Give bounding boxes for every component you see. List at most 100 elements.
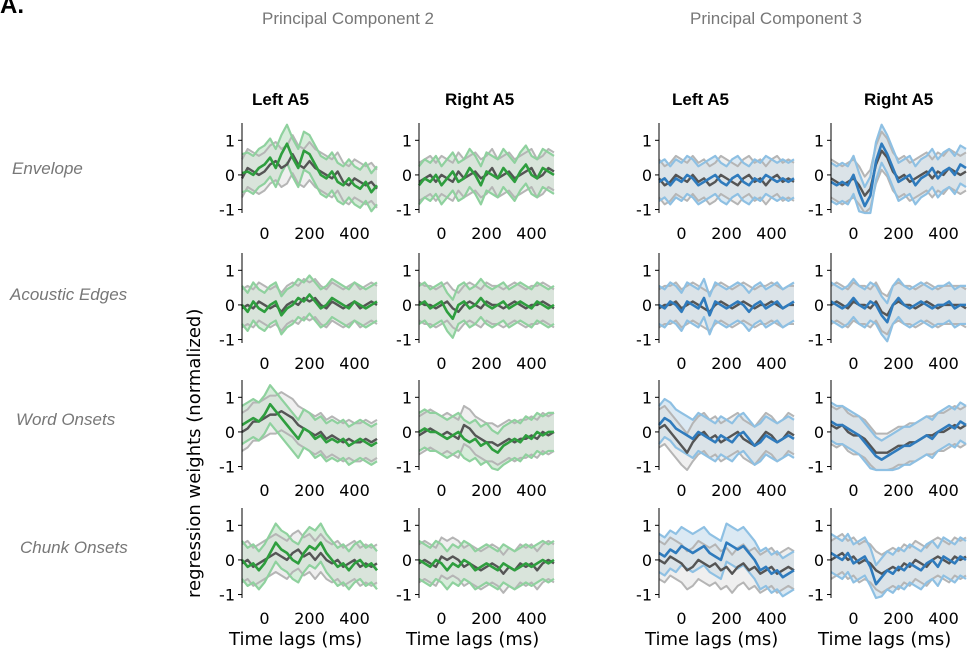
panel-label: A. (0, 0, 24, 19)
y-tick-label-word-onsets-pc2-left-a5: 0 (225, 423, 235, 442)
x-tick-label-acoustic-edges-pc3-left-a5: 200 (711, 354, 742, 373)
confidence-band-chunk-onsets-pc2-right-a5 (419, 540, 554, 590)
gray-lower-line-chunk-onsets-pc2-left-a5 (241, 567, 378, 587)
confidence-band-acoustic-edges-pc2-right-a5 (419, 278, 554, 338)
x-tick-label-acoustic-edges-pc3-right-a5: 400 (928, 354, 959, 373)
y-tick-label-word-onsets-pc3-left-a5: 1 (642, 388, 652, 407)
x-tick-label-envelope-pc2-left-a5: 200 (294, 224, 325, 243)
confidence-band-chunk-onsets-pc3-left-a5 (659, 523, 794, 597)
x-tick-label-acoustic-edges-pc2-right-a5: 400 (516, 354, 547, 373)
confidence-band-word-onsets-pc3-left-a5 (659, 399, 794, 465)
y-tick-label-envelope-pc3-right-a5: -1 (808, 201, 824, 220)
x-tick-label-word-onsets-pc3-right-a5: 400 (928, 481, 959, 500)
gray-upper-line-envelope-pc2-left-a5 (241, 134, 378, 171)
x-tick-label-envelope-pc3-right-a5: 400 (928, 224, 959, 243)
x-tick-label-chunk-onsets-pc2-right-a5: 400 (516, 609, 547, 628)
gray-upper-line-chunk-onsets-pc3-left-a5 (658, 536, 795, 556)
colored-lower-line-chunk-onsets-pc2-right-a5 (418, 577, 555, 591)
x-tick-label-word-onsets-pc3-left-a5: 400 (756, 481, 787, 500)
x-tick-label-acoustic-edges-pc3-left-a5: 400 (756, 354, 787, 373)
y-tick-label-acoustic-edges-pc3-left-a5: 1 (642, 261, 652, 280)
y-tick-label-chunk-onsets-pc2-left-a5: 1 (225, 516, 235, 535)
x-tick-label-acoustic-edges-pc3-right-a5: 200 (883, 354, 914, 373)
x-tick-label-word-onsets-pc2-left-a5: 200 (294, 481, 325, 500)
x-tick-label-envelope-pc3-left-a5: 0 (676, 224, 686, 243)
colored-upper-line-chunk-onsets-pc2-right-a5 (418, 539, 555, 553)
y-tick-label-chunk-onsets-pc3-right-a5: 0 (814, 551, 824, 570)
x-tick-label-word-onsets-pc2-left-a5: 0 (259, 481, 269, 500)
confidence-band-word-onsets-pc3-right-a5 (831, 402, 966, 470)
y-tick-label-envelope-pc2-right-a5: 1 (402, 131, 412, 150)
x-tick-label-word-onsets-pc2-left-a5: 400 (339, 481, 370, 500)
colored-lower-line-acoustic-edges-pc3-left-a5 (658, 315, 795, 336)
colored-mean-line-word-onsets-pc3-right-a5 (830, 420, 967, 461)
gray-lower-line-chunk-onsets-pc2-right-a5 (418, 574, 555, 594)
x-tick-label-acoustic-edges-pc3-left-a5: 0 (676, 354, 686, 373)
colored-mean-line-acoustic-edges-pc3-right-a5 (830, 296, 966, 324)
row-label-acoustic-edges: Acoustic Edges (10, 285, 128, 304)
x-tick-label-acoustic-edges-pc2-left-a5: 200 (294, 354, 325, 373)
x-tick-label-envelope-pc2-right-a5: 0 (436, 224, 446, 243)
colored-upper-line-acoustic-edges-pc3-right-a5 (830, 277, 966, 305)
x-tick-label-word-onsets-pc2-right-a5: 0 (436, 481, 446, 500)
y-tick-label-chunk-onsets-pc2-right-a5: 1 (402, 516, 412, 535)
x-axis-label-pc3-left: Time lags (ms) (645, 629, 779, 650)
section-title-pc3: Principal Component 3 (690, 9, 862, 28)
y-tick-label-word-onsets-pc3-left-a5: -1 (636, 458, 652, 477)
colored-lower-line-acoustic-edges-pc2-left-a5 (241, 312, 378, 336)
y-tick-label-chunk-onsets-pc3-left-a5: -1 (636, 586, 652, 605)
colored-mean-line-word-onsets-pc2-left-a5 (241, 402, 378, 448)
colored-mean-line-word-onsets-pc2-right-a5 (418, 427, 554, 454)
gray-band-envelope-pc3-left-a5 (659, 155, 794, 205)
colored-upper-line-acoustic-edges-pc2-right-a5 (418, 277, 555, 301)
column-title-pc3-left: Left A5 (672, 90, 729, 109)
gray-mean-line-chunk-onsets-pc2-left-a5 (241, 548, 378, 569)
x-tick-label-word-onsets-pc2-right-a5: 200 (471, 481, 502, 500)
y-tick-label-envelope-pc3-right-a5: 1 (814, 131, 824, 150)
y-tick-label-acoustic-edges-pc2-left-a5: 0 (225, 296, 235, 315)
x-tick-label-chunk-onsets-pc3-left-a5: 400 (756, 609, 787, 628)
x-tick-label-envelope-pc3-left-a5: 400 (756, 224, 787, 243)
x-axis-label-pc3-right: Time lags (ms) (818, 629, 952, 650)
colored-mean-line-chunk-onsets-pc3-left-a5 (658, 541, 795, 579)
y-tick-label-word-onsets-pc3-right-a5: 0 (814, 423, 824, 442)
x-tick-label-chunk-onsets-pc2-right-a5: 200 (471, 609, 502, 628)
y-tick-label-envelope-pc2-right-a5: 0 (402, 166, 412, 185)
colored-upper-line-word-onsets-pc2-right-a5 (418, 408, 554, 435)
confidence-band-envelope-pc3-right-a5 (831, 124, 966, 213)
y-tick-label-envelope-pc3-right-a5: 0 (814, 166, 824, 185)
panel-acoustic-edges-pc3-left-a5: -1 0 1 0 200 400 (636, 253, 795, 373)
confidence-band-chunk-onsets-pc2-left-a5 (242, 523, 377, 590)
column-title-pc2-left: Left A5 (252, 90, 309, 109)
panel-envelope-pc2-left-a5: -1 0 1 0 200 400 (219, 123, 379, 243)
colored-upper-line-chunk-onsets-pc2-left-a5 (241, 522, 378, 553)
gray-upper-line-chunk-onsets-pc3-right-a5 (830, 532, 967, 556)
gray-mean-line-word-onsets-pc3-right-a5 (830, 423, 967, 454)
x-tick-label-envelope-pc3-right-a5: 200 (883, 224, 914, 243)
y-tick-label-envelope-pc2-left-a5: -1 (219, 201, 235, 220)
x-tick-label-envelope-pc2-left-a5: 0 (259, 224, 269, 243)
x-tick-label-word-onsets-pc3-left-a5: 200 (711, 481, 742, 500)
panel-acoustic-edges-pc2-right-a5: -1 0 1 0 200 400 (396, 253, 555, 373)
gray-band-acoustic-edges-pc2-left-a5 (242, 278, 377, 331)
colored-lower-line-chunk-onsets-pc3-right-a5 (830, 570, 967, 600)
confidence-band-envelope-pc3-left-a5 (659, 155, 794, 205)
x-tick-label-chunk-onsets-pc3-left-a5: 0 (676, 609, 686, 628)
panel-chunk-onsets-pc3-left-a5: -1 0 1 0 200 400 (636, 508, 795, 628)
x-tick-label-word-onsets-pc3-right-a5: 0 (848, 481, 858, 500)
gray-upper-line-envelope-pc2-right-a5 (418, 147, 555, 164)
gray-mean-line-envelope-pc2-left-a5 (240, 152, 378, 190)
gray-band-envelope-pc2-left-a5 (242, 135, 377, 208)
x-tick-label-chunk-onsets-pc3-right-a5: 400 (928, 609, 959, 628)
x-tick-label-envelope-pc2-left-a5: 400 (339, 224, 370, 243)
x-tick-label-word-onsets-pc2-right-a5: 400 (516, 481, 547, 500)
colored-upper-line-envelope-pc3-left-a5 (658, 154, 795, 168)
gray-mean-line-chunk-onsets-pc2-right-a5 (418, 555, 555, 575)
x-tick-label-envelope-pc3-left-a5: 200 (711, 224, 742, 243)
column-title-pc3-right: Right A5 (864, 90, 934, 109)
x-axis-label-pc2-left: Time lags (ms) (229, 629, 363, 650)
colored-mean-line-chunk-onsets-pc3-right-a5 (830, 551, 967, 586)
gray-lower-line-word-onsets-pc3-right-a5 (830, 443, 967, 471)
x-tick-label-acoustic-edges-pc2-left-a5: 400 (339, 354, 370, 373)
y-tick-label-envelope-pc2-right-a5: -1 (396, 201, 412, 220)
